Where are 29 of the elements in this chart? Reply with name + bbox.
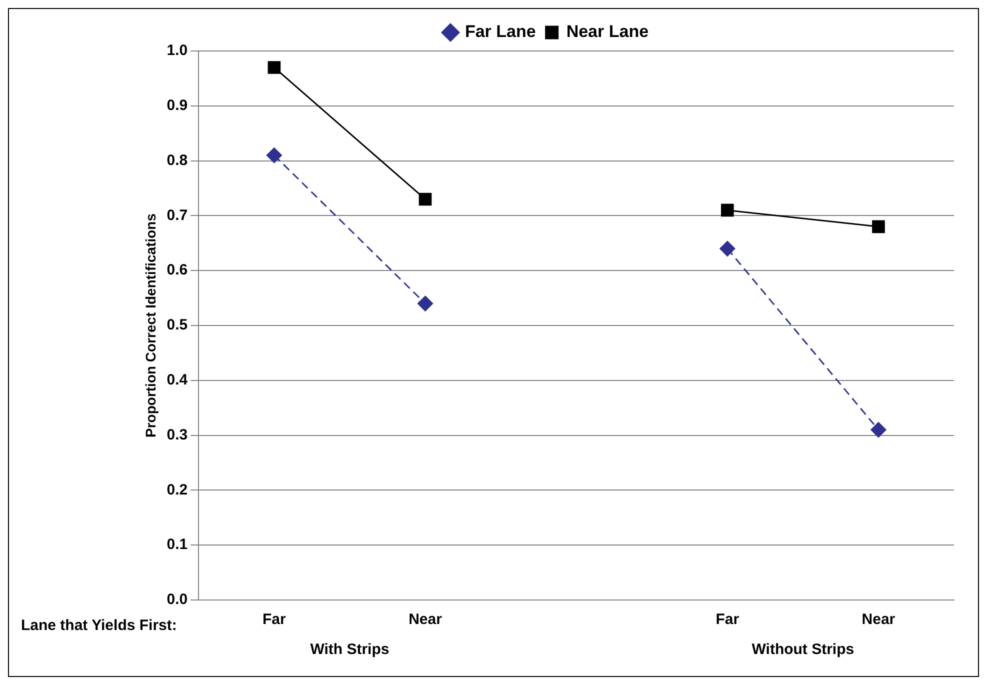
point: [720, 204, 734, 217]
point: [418, 296, 434, 312]
point: [418, 192, 432, 206]
x-tick-label: Near: [408, 611, 442, 628]
point: [268, 61, 281, 74]
point: [266, 148, 282, 164]
y-axis-title: Proportion Correct Identifications: [142, 213, 158, 438]
y-tick-label: 0.7: [166, 206, 188, 224]
x-tick-label: Far: [716, 611, 740, 628]
x-tick-label: Far: [262, 611, 286, 628]
y-tick-label: 0.9: [166, 97, 188, 114]
point: [872, 220, 885, 234]
y-tick-label: 0.5: [166, 316, 188, 334]
point: [870, 422, 886, 438]
y-tick-label: 0.1: [166, 536, 188, 554]
x-axis-title: Lane that Yields First:: [21, 617, 177, 634]
y-tick-label: 0.0: [166, 591, 188, 608]
legend-label: Far Lane: [464, 22, 536, 42]
legend-label: Near Lane: [566, 22, 649, 42]
x-tick-label: Near: [862, 611, 896, 628]
y-tick-label: 0.6: [166, 262, 188, 279]
text: With Strips: [310, 641, 390, 658]
y-tick-label: 0.8: [166, 152, 188, 169]
y-tick-label: 0.4: [166, 372, 188, 389]
y-tick-label: 1.0: [166, 42, 188, 60]
point: [720, 240, 736, 256]
y-tick-label: 0.2: [166, 481, 188, 498]
y-tick-label: 0.3: [166, 426, 188, 444]
text: Without Strips: [752, 641, 854, 658]
